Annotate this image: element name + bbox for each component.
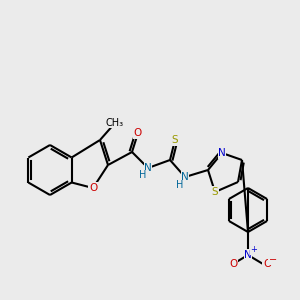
Text: CH₃: CH₃ (106, 118, 124, 128)
Text: O: O (263, 259, 271, 269)
Text: +: + (250, 245, 257, 254)
Text: −: − (269, 255, 277, 265)
Text: N: N (244, 250, 252, 260)
Text: O: O (89, 183, 97, 193)
Text: N: N (181, 172, 189, 182)
Text: N: N (144, 163, 152, 173)
Text: S: S (172, 135, 178, 145)
Text: O: O (229, 259, 237, 269)
Text: S: S (212, 187, 218, 197)
Text: H: H (139, 170, 147, 180)
Text: H: H (176, 180, 184, 190)
Text: N: N (218, 148, 226, 158)
Text: O: O (134, 128, 142, 138)
